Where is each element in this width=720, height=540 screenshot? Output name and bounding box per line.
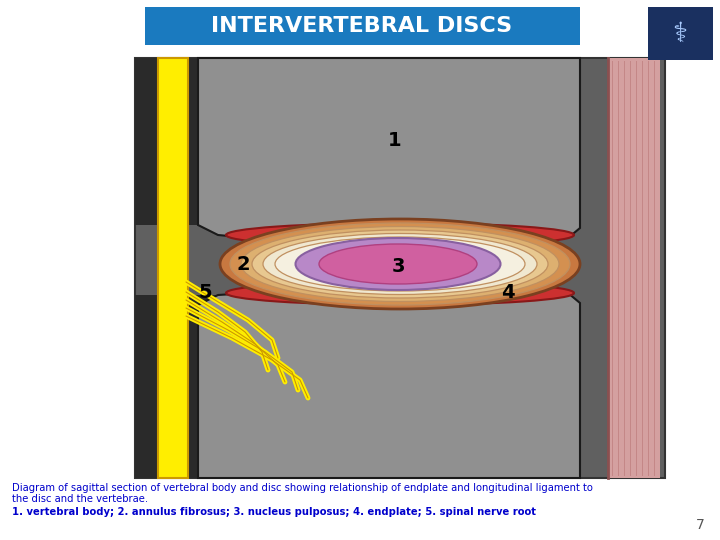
- Ellipse shape: [275, 237, 525, 291]
- Polygon shape: [135, 295, 220, 478]
- Polygon shape: [198, 293, 580, 478]
- Ellipse shape: [226, 223, 574, 247]
- Text: 2: 2: [236, 254, 250, 273]
- Text: 1. vertebral body; 2. annulus fibrosus; 3. nucleus pulposus; 4. endplate; 5. spi: 1. vertebral body; 2. annulus fibrosus; …: [12, 507, 536, 517]
- Text: the disc and the vertebrae.: the disc and the vertebrae.: [12, 494, 148, 504]
- Polygon shape: [608, 58, 660, 478]
- Polygon shape: [135, 58, 220, 225]
- FancyBboxPatch shape: [648, 7, 713, 60]
- Text: Diagram of sagittal section of vertebral body and disc showing relationship of e: Diagram of sagittal section of vertebral…: [12, 483, 593, 493]
- FancyBboxPatch shape: [145, 7, 580, 45]
- Ellipse shape: [226, 281, 574, 305]
- Text: 3: 3: [391, 256, 405, 275]
- Text: INTERVERTEBRAL DISCS: INTERVERTEBRAL DISCS: [212, 16, 513, 36]
- Ellipse shape: [230, 223, 570, 305]
- Ellipse shape: [295, 238, 500, 290]
- Polygon shape: [198, 58, 580, 238]
- Text: 7: 7: [696, 518, 705, 532]
- Text: 5: 5: [198, 284, 212, 302]
- Polygon shape: [158, 58, 188, 478]
- Ellipse shape: [241, 226, 559, 301]
- Ellipse shape: [252, 230, 548, 298]
- Text: 4: 4: [501, 284, 515, 302]
- Ellipse shape: [319, 244, 477, 284]
- Ellipse shape: [263, 233, 537, 294]
- Ellipse shape: [220, 219, 580, 309]
- Text: ⚕: ⚕: [672, 20, 688, 48]
- Text: 1: 1: [388, 131, 402, 150]
- FancyBboxPatch shape: [135, 58, 665, 478]
